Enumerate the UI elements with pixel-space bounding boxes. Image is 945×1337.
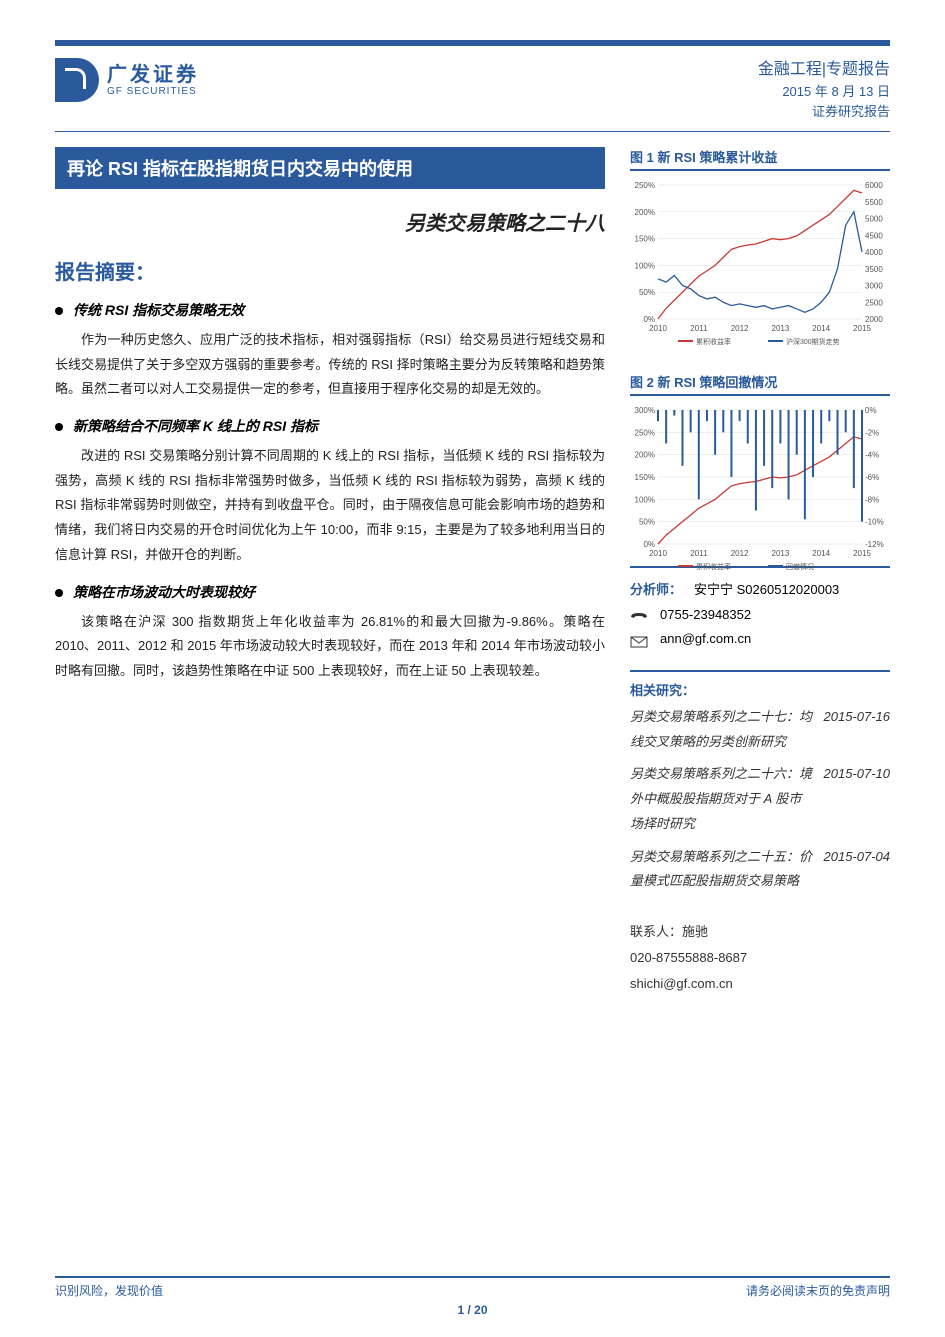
svg-text:100%: 100% bbox=[635, 495, 655, 504]
header-date: 2015 年 8 月 13 日 bbox=[758, 82, 890, 102]
svg-text:5500: 5500 bbox=[865, 198, 883, 207]
svg-text:0%: 0% bbox=[643, 540, 655, 549]
related-date: 2015-07-10 bbox=[824, 762, 891, 836]
analyst-tel: 0755-23948352 bbox=[660, 603, 751, 628]
related-header: 相关研究： bbox=[630, 680, 890, 699]
logo-cn: 广发证券 bbox=[107, 64, 199, 86]
svg-text:50%: 50% bbox=[639, 288, 655, 297]
contact-block: 联系人：施驰 020-87555888-8687 shichi@gf.com.c… bbox=[630, 919, 890, 997]
svg-text:2000: 2000 bbox=[865, 315, 883, 324]
related-research: 相关研究： 另类交易策略系列之二十七：均线交叉策略的另类创新研究 2015-07… bbox=[630, 670, 890, 894]
figure2-title: 图 2 新 RSI 策略回撤情况 bbox=[630, 372, 890, 396]
svg-text:50%: 50% bbox=[639, 518, 655, 527]
report-subtitle: 另类交易策略之二十八 bbox=[55, 207, 605, 236]
svg-text:4000: 4000 bbox=[865, 248, 883, 257]
email-icon bbox=[630, 633, 648, 647]
svg-text:0%: 0% bbox=[865, 406, 877, 415]
svg-text:2010: 2010 bbox=[649, 324, 667, 333]
svg-text:150%: 150% bbox=[635, 235, 655, 244]
page-number: 1 / 20 bbox=[55, 1303, 890, 1317]
svg-text:沪深300期货走势: 沪深300期货走势 bbox=[786, 337, 840, 346]
svg-text:150%: 150% bbox=[635, 473, 655, 482]
logo: 广发证券 GF SECURITIES bbox=[55, 58, 199, 102]
svg-text:100%: 100% bbox=[635, 261, 655, 270]
svg-text:3000: 3000 bbox=[865, 282, 883, 291]
section-body-1: 作为一种历史悠久、应用广泛的技术指标，相对强弱指标（RSI）给交易员进行短线交易… bbox=[55, 328, 605, 402]
analyst-email: ann@gf.com.cn bbox=[660, 627, 751, 652]
svg-text:2011: 2011 bbox=[690, 549, 708, 558]
related-item: 另类交易策略系列之二十六：境外中概股股指期货对于 A 股市场择时研究 2015-… bbox=[630, 762, 890, 836]
related-item: 另类交易策略系列之二十七：均线交叉策略的另类创新研究 2015-07-16 bbox=[630, 705, 890, 754]
svg-text:2013: 2013 bbox=[772, 324, 790, 333]
svg-text:300%: 300% bbox=[635, 406, 655, 415]
svg-text:-4%: -4% bbox=[865, 451, 879, 460]
main-column: 再论 RSI 指标在股指期货日内交易中的使用 另类交易策略之二十八 报告摘要： … bbox=[55, 147, 605, 997]
figure1-chart: 0% 50% 100% 150% 200% 250% 2000 2500 3000 3500 400… bbox=[630, 177, 890, 347]
svg-text:200%: 200% bbox=[635, 208, 655, 217]
section-heading-3: 策略在市场波动大时表现较好 bbox=[55, 582, 605, 602]
related-date: 2015-07-16 bbox=[824, 705, 891, 754]
header-category: 金融工程|专题报告 bbox=[758, 58, 890, 82]
svg-text:6000: 6000 bbox=[865, 181, 883, 190]
phone-icon bbox=[630, 608, 648, 622]
svg-text:2012: 2012 bbox=[731, 549, 749, 558]
svg-text:2013: 2013 bbox=[772, 549, 790, 558]
svg-text:累积收益率: 累积收益率 bbox=[696, 562, 731, 571]
logo-icon bbox=[55, 58, 99, 102]
svg-text:回撤情况: 回撤情况 bbox=[786, 562, 814, 571]
svg-text:-12%: -12% bbox=[865, 540, 884, 549]
analyst-name: 安宁宁 S0260512020003 bbox=[694, 578, 839, 603]
svg-text:250%: 250% bbox=[635, 428, 655, 437]
header-doctype: 证券研究报告 bbox=[758, 102, 890, 122]
svg-text:200%: 200% bbox=[635, 451, 655, 460]
svg-text:5000: 5000 bbox=[865, 215, 883, 224]
svg-text:2012: 2012 bbox=[731, 324, 749, 333]
page-footer: 识别风险，发现价值 请务必阅读末页的免责声明 1 / 20 bbox=[55, 1276, 890, 1317]
svg-text:2014: 2014 bbox=[812, 324, 830, 333]
section-heading-2: 新策略结合不同频率 K 线上的 RSI 指标 bbox=[55, 416, 605, 436]
svg-text:2014: 2014 bbox=[812, 549, 830, 558]
svg-text:250%: 250% bbox=[635, 181, 655, 190]
section-heading-1: 传统 RSI 指标交易策略无效 bbox=[55, 300, 605, 320]
summary-header: 报告摘要： bbox=[55, 256, 605, 285]
related-date: 2015-07-04 bbox=[824, 845, 891, 894]
contact-email: shichi@gf.com.cn bbox=[630, 971, 890, 997]
svg-text:-10%: -10% bbox=[865, 518, 884, 527]
contact-name: 联系人：施驰 bbox=[630, 919, 890, 945]
logo-en: GF SECURITIES bbox=[107, 86, 199, 97]
bullet-icon bbox=[55, 589, 63, 597]
analyst-label: 分析师： bbox=[630, 578, 682, 603]
svg-text:2500: 2500 bbox=[865, 298, 883, 307]
section-body-3: 该策略在沪深 300 指数期货上年化收益率为 26.81%的和最大回撤为-9.8… bbox=[55, 610, 605, 684]
svg-text:2015: 2015 bbox=[853, 324, 871, 333]
top-accent-bar bbox=[55, 40, 890, 46]
footer-right: 请务必阅读末页的免责声明 bbox=[746, 1282, 890, 1299]
page-header: 广发证券 GF SECURITIES 金融工程|专题报告 2015 年 8 月 … bbox=[55, 58, 890, 132]
figure2-chart: 0% 50% 100% 150% 200% 250% 300% -12% -10% -8% -6% -… bbox=[630, 402, 890, 572]
svg-text:4500: 4500 bbox=[865, 231, 883, 240]
svg-text:3500: 3500 bbox=[865, 265, 883, 274]
svg-text:累积收益率: 累积收益率 bbox=[696, 337, 731, 346]
svg-text:-8%: -8% bbox=[865, 495, 879, 504]
footer-left: 识别风险，发现价值 bbox=[55, 1282, 163, 1299]
analyst-block: 分析师： 安宁宁 S0260512020003 0755-23948352 an… bbox=[630, 566, 890, 652]
sidebar: 图 1 新 RSI 策略累计收益 0% 50% 100% 150% 200% 250% 20… bbox=[630, 147, 890, 997]
report-title: 再论 RSI 指标在股指期货日内交易中的使用 bbox=[55, 147, 605, 189]
bullet-icon bbox=[55, 307, 63, 315]
related-item: 另类交易策略系列之二十五：价量模式匹配股指期货交易策略 2015-07-04 bbox=[630, 845, 890, 894]
svg-text:-2%: -2% bbox=[865, 428, 879, 437]
contact-tel: 020-87555888-8687 bbox=[630, 945, 890, 971]
svg-text:2015: 2015 bbox=[853, 549, 871, 558]
bullet-icon bbox=[55, 423, 63, 431]
svg-text:2010: 2010 bbox=[649, 549, 667, 558]
svg-text:-6%: -6% bbox=[865, 473, 879, 482]
svg-text:2011: 2011 bbox=[690, 324, 708, 333]
figure1-title: 图 1 新 RSI 策略累计收益 bbox=[630, 147, 890, 171]
section-body-2: 改进的 RSI 交易策略分别计算不同周期的 K 线上的 RSI 指标，当低频 K… bbox=[55, 444, 605, 567]
svg-text:0%: 0% bbox=[643, 315, 655, 324]
header-meta: 金融工程|专题报告 2015 年 8 月 13 日 证券研究报告 bbox=[758, 58, 890, 121]
